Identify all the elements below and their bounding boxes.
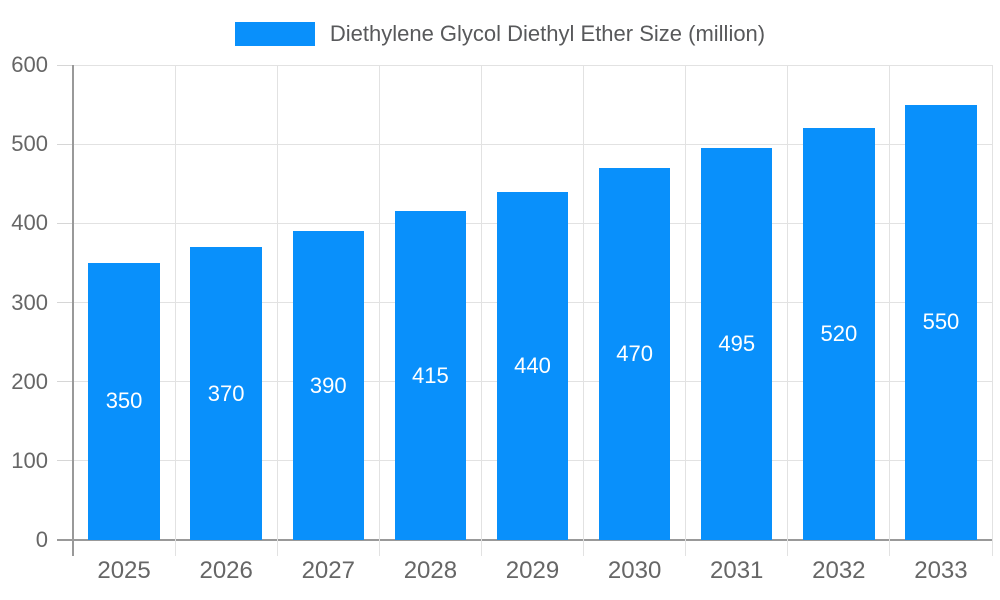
gridline-vertical: [480, 65, 482, 556]
gridline-vertical: [174, 65, 176, 556]
x-axis-label: 2026: [199, 557, 253, 584]
gridline-vertical: [583, 65, 585, 556]
y-axis-line: [72, 65, 74, 556]
bar-value-label: 350: [105, 388, 143, 414]
legend-label: Diethylene Glycol Diethyl Ether Size (mi…: [329, 21, 766, 46]
gridline-vertical: [889, 65, 891, 556]
bar[interactable]: 390: [292, 231, 364, 540]
x-axis-label: 2031: [710, 557, 764, 584]
y-axis-label: 600: [11, 52, 48, 77]
bar[interactable]: 370: [190, 247, 262, 540]
bar[interactable]: 470: [598, 167, 671, 540]
bar[interactable]: 440: [496, 191, 569, 540]
bar-value-label: 520: [820, 321, 858, 347]
x-axis-label: 2025: [97, 557, 151, 584]
bar-value-label: 470: [616, 340, 653, 366]
gridline-horizontal: [73, 143, 992, 145]
y-axis-label: 500: [11, 131, 48, 157]
x-axis-label: 2030: [607, 557, 662, 584]
y-axis-label: 100: [11, 447, 48, 473]
y-axis-label: 300: [11, 289, 48, 315]
x-axis-label: 2032: [812, 557, 866, 584]
gridline-vertical: [685, 65, 687, 556]
y-axis-tick: [57, 460, 73, 462]
bar-value-label: 370: [207, 380, 245, 406]
y-axis-label: 200: [11, 368, 48, 394]
gridline-vertical: [276, 65, 278, 556]
y-axis-label: 400: [11, 210, 48, 236]
bar[interactable]: 350: [88, 262, 160, 540]
y-axis-label: 0: [35, 527, 48, 552]
bar-value-label: 550: [922, 309, 960, 335]
y-axis-tick: [57, 302, 73, 303]
bar[interactable]: 495: [700, 148, 773, 540]
x-axis-label: 2029: [505, 557, 560, 584]
y-axis-tick: [57, 539, 73, 541]
y-axis-tick: [57, 381, 73, 383]
x-axis-label: 2027: [301, 557, 355, 584]
x-axis-label: 2033: [914, 557, 968, 584]
gridline-vertical: [787, 65, 789, 556]
y-axis-tick: [57, 222, 73, 224]
legend-swatch-icon: [234, 22, 315, 46]
gridline-vertical: [991, 65, 993, 556]
bar[interactable]: 550: [905, 104, 977, 540]
x-axis-label: 2028: [403, 557, 458, 584]
gridline-horizontal: [73, 64, 992, 66]
bar-value-label: 440: [514, 352, 551, 378]
bar[interactable]: 520: [803, 128, 875, 540]
bar-value-label: 390: [309, 372, 347, 398]
y-axis-tick: [57, 64, 73, 66]
gridline-vertical: [378, 65, 380, 556]
bar[interactable]: 415: [394, 211, 467, 540]
y-axis-tick: [57, 143, 73, 145]
bar-value-label: 415: [412, 362, 449, 388]
bar-value-label: 495: [718, 331, 756, 357]
legend[interactable]: Diethylene Glycol Diethyl Ether Size (mi…: [0, 19, 1000, 49]
gridline-horizontal: [73, 539, 992, 541]
